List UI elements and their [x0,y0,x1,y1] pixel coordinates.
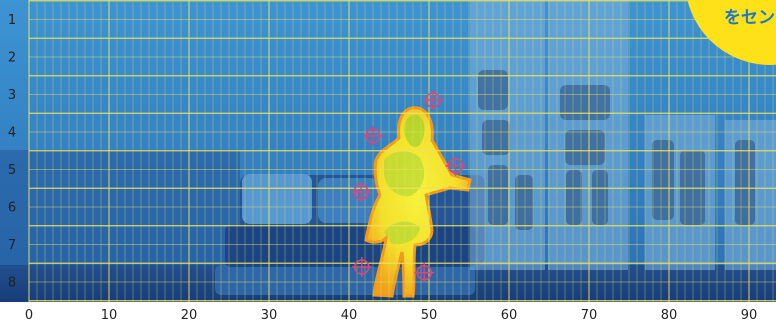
sofa [215,174,485,295]
row-label: 1 [8,13,16,28]
callout-text: をセン [724,8,775,28]
target-marker-icon [363,125,383,146]
target-marker-icon [351,182,371,202]
column-label: 20 [181,308,198,323]
target-marker-icon [423,90,443,111]
row-label: 4 [8,126,16,141]
column-label: 10 [101,308,118,323]
left-wall-shade [0,150,240,265]
column-label: 70 [581,308,598,323]
column-label: 50 [421,308,438,323]
target-marker-icon [351,257,372,277]
row-label: 2 [8,51,16,66]
column-label: 30 [261,308,278,323]
row-label: 3 [8,88,16,103]
column-labels: 0 10 20 30 40 50 60 70 80 90 [25,308,757,323]
book-silhouettes [478,70,755,230]
column-label: 40 [341,308,358,323]
sensor-grid [28,0,776,302]
target-marker-icon [414,262,435,283]
column-label: 90 [741,308,758,323]
detection-markers [351,90,466,283]
row-label: 7 [8,238,16,253]
column-label: 0 [25,308,33,323]
row-labels: 1 2 3 4 5 6 7 8 [8,13,16,291]
row-label: 8 [8,276,16,291]
row-label: 5 [8,163,16,178]
target-marker-icon [445,155,466,176]
column-label: 80 [661,308,678,323]
row-label: 6 [8,201,16,216]
axis-strip [0,302,776,324]
callout-bubble: をセン [687,0,776,65]
column-label: 60 [501,308,518,323]
